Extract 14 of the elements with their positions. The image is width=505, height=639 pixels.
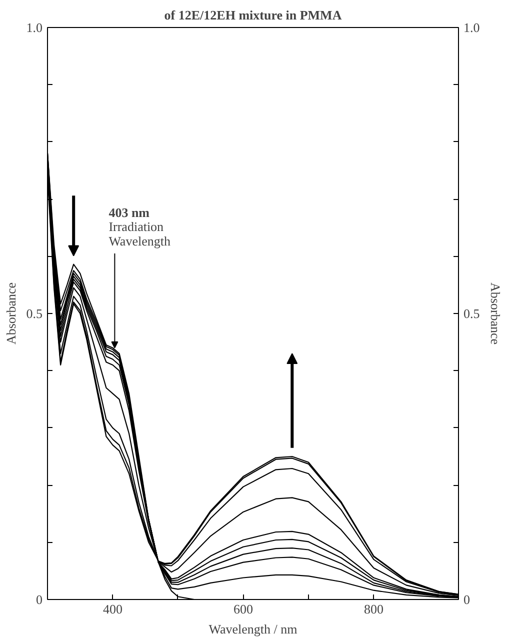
y2-tick-label: 0.5	[464, 306, 480, 321]
x-tick-label: 400	[102, 602, 122, 616]
y-tick-label: 1.0	[26, 20, 42, 35]
y2-tick-label: 0	[464, 592, 470, 607]
y-tick-label: 0	[36, 592, 42, 607]
y-axis-title: Absorbance	[3, 282, 18, 345]
y2-axis-title: Absorbance	[488, 282, 503, 345]
x-tick-label: 800	[364, 602, 384, 616]
annotation: 403 nm Irradiation Wavelength	[108, 204, 171, 248]
x-axis-title: Wavelength / nm	[208, 622, 298, 636]
y-tick-label: 0.5	[26, 306, 42, 321]
x-tick-label: 600	[233, 602, 253, 616]
chart-title: of 12E/12EH mixture in PMMA	[164, 8, 342, 22]
y2-tick-label: 1.0	[464, 20, 480, 35]
